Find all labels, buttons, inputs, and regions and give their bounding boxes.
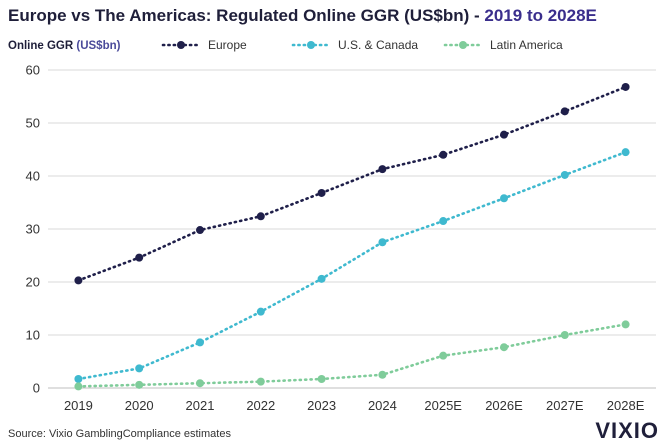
x-tick-label: 2028E [607, 398, 645, 413]
data-point-u-s-canada [621, 148, 630, 157]
legend-item-u-s-canada: U.S. & Canada [290, 38, 418, 52]
legend-swatch-latin-america [443, 41, 483, 49]
data-point-europe [317, 188, 326, 197]
data-point-europe [378, 165, 387, 174]
data-point-europe [560, 107, 569, 116]
y-axis-label: Online GGR (US$bn) [8, 40, 120, 52]
data-point-latin-america [500, 343, 508, 352]
x-tick-label: 2022 [246, 398, 275, 413]
data-point-latin-america [135, 380, 144, 389]
x-tick-label: 2020 [125, 398, 154, 413]
data-point-latin-america [256, 377, 265, 386]
data-point-europe [74, 276, 83, 285]
legend-swatch-u-s-canada [291, 41, 331, 49]
data-point-latin-america [378, 370, 387, 379]
data-point-u-s-canada [135, 364, 144, 373]
data-point-u-s-canada [74, 374, 83, 383]
data-point-u-s-canada [560, 170, 569, 179]
legend-item-europe: Europe [160, 38, 247, 52]
data-point-u-s-canada [378, 238, 387, 247]
data-point-u-s-canada [196, 338, 204, 347]
data-point-u-s-canada [500, 194, 508, 203]
chart-title: Europe vs The Americas: Regulated Online… [8, 6, 597, 26]
data-point-europe [439, 150, 448, 159]
data-point-europe [135, 253, 144, 262]
data-point-latin-america [74, 382, 83, 391]
data-point-latin-america [196, 379, 204, 388]
vixio-logo: VIXIO [595, 418, 659, 443]
data-point-u-s-canada [317, 274, 326, 283]
chart-title-main: Europe vs The Americas: Regulated Online… [8, 6, 485, 25]
x-tick-label: 2021 [186, 398, 215, 413]
legend-label: Europe [208, 38, 247, 52]
data-point-latin-america [439, 351, 448, 360]
y-tick-label: 30 [26, 222, 40, 237]
chart-title-accent: 2019 to 2028E [484, 6, 597, 25]
y-tick-label: 20 [26, 275, 40, 290]
x-tick-label: 2023 [307, 398, 336, 413]
y-tick-label: 10 [26, 328, 40, 343]
legend-label: Latin America [490, 38, 563, 52]
x-tick-label: 2026E [485, 398, 523, 413]
data-point-latin-america [317, 374, 326, 383]
legend-label: U.S. & Canada [338, 38, 419, 52]
legend-item-latin-america: Latin America [442, 38, 563, 52]
data-point-europe [256, 212, 265, 221]
x-tick-label: 2019 [64, 398, 93, 413]
y-tick-label: 0 [33, 381, 40, 396]
data-point-latin-america [560, 331, 569, 339]
y-tick-label: 40 [26, 169, 40, 184]
x-tick-label: 2024 [368, 398, 397, 413]
data-point-europe [196, 226, 204, 235]
y-axis-label-main: Online GGR [8, 40, 77, 52]
source-note: Source: Vixio GamblingCompliance estimat… [8, 428, 231, 440]
data-point-u-s-canada [439, 217, 448, 226]
data-point-u-s-canada [256, 307, 265, 316]
series-line-europe [77, 85, 627, 282]
x-tick-label: 2027E [546, 398, 584, 413]
y-tick-label: 60 [26, 63, 40, 78]
y-tick-label: 50 [26, 116, 40, 131]
data-point-latin-america [621, 320, 630, 329]
x-tick-label: 2025E [424, 398, 462, 413]
series-line-latin-america [77, 323, 627, 388]
data-point-europe [500, 130, 508, 139]
y-axis-label-unit: (US$bn) [76, 40, 121, 52]
series-line-u-s-canada [77, 150, 627, 381]
data-point-europe [621, 82, 630, 91]
legend-swatch-europe [161, 41, 201, 49]
